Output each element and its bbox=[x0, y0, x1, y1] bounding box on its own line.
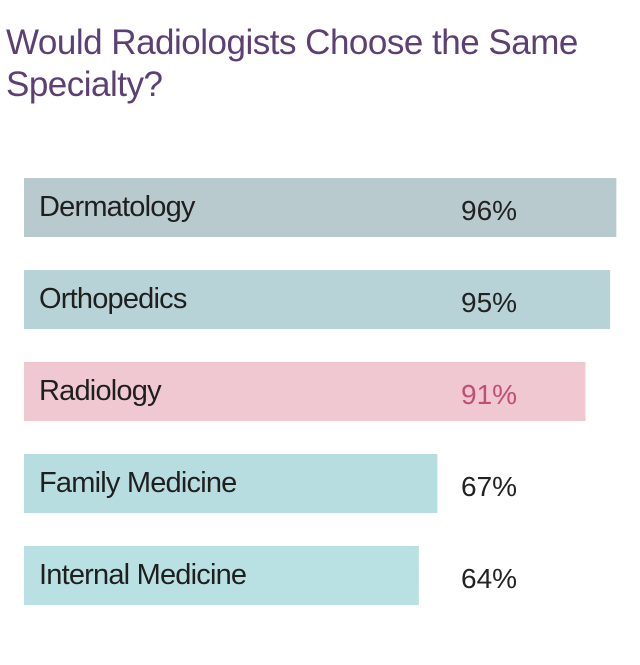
value-label-radiology: 91% bbox=[461, 379, 517, 410]
category-label-dermatology: Dermatology bbox=[39, 191, 196, 223]
bar-orthopedics bbox=[24, 270, 611, 329]
value-label-orthopedics: 95% bbox=[461, 287, 517, 318]
value-label-dermatology: 96% bbox=[461, 195, 517, 226]
category-label-radiology: Radiology bbox=[39, 375, 162, 407]
value-label-internal-medicine: 64% bbox=[461, 563, 517, 594]
labels-group: Dermatology 96% Orthopedics 95% Radiology 91%… bbox=[39, 191, 517, 594]
bars-group bbox=[24, 178, 617, 605]
bar-internal-medicine bbox=[24, 546, 419, 605]
bar-radiology bbox=[24, 362, 586, 421]
category-label-family-medicine: Family Medicine bbox=[39, 467, 237, 499]
chart-title: Would Radiologists Choose the Same Speci… bbox=[6, 23, 578, 104]
bar-family-medicine bbox=[24, 454, 438, 513]
category-label-orthopedics: Orthopedics bbox=[39, 283, 187, 315]
value-label-family-medicine: 67% bbox=[461, 471, 517, 502]
category-label-internal-medicine: Internal Medicine bbox=[39, 559, 246, 591]
bar-dermatology bbox=[24, 178, 617, 237]
